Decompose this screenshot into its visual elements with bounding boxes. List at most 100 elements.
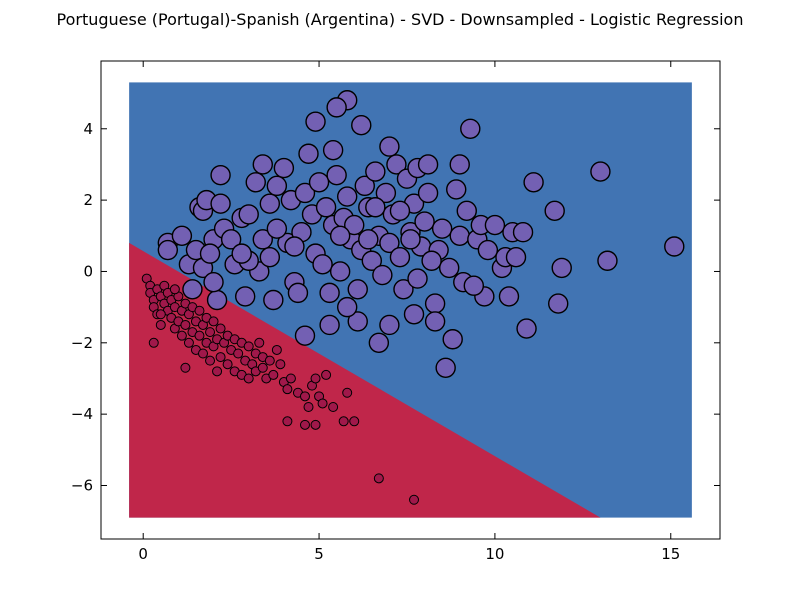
data-point-upper bbox=[284, 236, 305, 257]
data-point-upper bbox=[449, 225, 470, 246]
data-point-lower bbox=[349, 416, 360, 427]
data-point-upper bbox=[182, 279, 203, 300]
data-point-upper bbox=[424, 311, 446, 332]
data-point-upper bbox=[319, 282, 340, 304]
data-point-upper bbox=[157, 239, 179, 261]
data-point-lower bbox=[197, 348, 208, 359]
data-point-lower bbox=[275, 359, 286, 370]
data-point-upper bbox=[259, 246, 281, 268]
data-point-upper bbox=[259, 193, 281, 214]
data-point-upper bbox=[238, 204, 259, 225]
data-point-upper bbox=[548, 293, 569, 314]
data-point-upper bbox=[319, 314, 340, 336]
data-point-lower bbox=[215, 352, 226, 363]
data-point-upper bbox=[431, 218, 453, 239]
data-point-upper bbox=[336, 186, 358, 207]
data-point-upper bbox=[484, 214, 506, 236]
data-point-upper bbox=[315, 197, 337, 218]
data-point-upper bbox=[414, 211, 435, 232]
x-tick-label: 15 bbox=[661, 545, 680, 563]
x-tick-label: 5 bbox=[314, 545, 324, 563]
x-tick-label: 10 bbox=[485, 545, 504, 563]
data-point-lower bbox=[338, 416, 349, 427]
data-point-upper bbox=[231, 243, 252, 264]
data-point-upper bbox=[322, 139, 344, 161]
data-point-upper bbox=[477, 239, 499, 261]
data-point-lower bbox=[208, 316, 219, 327]
data-point-lower bbox=[194, 330, 205, 341]
data-point-upper bbox=[516, 318, 537, 339]
data-point-upper bbox=[417, 182, 439, 204]
data-point-upper bbox=[435, 357, 456, 378]
data-point-upper bbox=[266, 175, 288, 197]
data-point-lower bbox=[264, 355, 275, 366]
data-point-upper bbox=[210, 193, 231, 214]
data-point-upper bbox=[210, 164, 231, 186]
data-point-upper bbox=[171, 225, 193, 246]
data-point-lower bbox=[271, 344, 282, 355]
data-point-upper bbox=[379, 232, 400, 254]
data-point-upper bbox=[347, 279, 368, 300]
data-point-upper bbox=[460, 118, 481, 139]
y-tick-label: −2 bbox=[71, 334, 93, 352]
x-tick-label: 0 bbox=[138, 545, 148, 563]
data-point-upper bbox=[498, 286, 520, 307]
data-point-lower bbox=[180, 319, 191, 330]
data-point-upper bbox=[421, 250, 442, 271]
data-point-upper bbox=[358, 229, 379, 250]
data-point-lower bbox=[282, 384, 293, 395]
data-point-lower bbox=[310, 419, 321, 430]
data-point-lower bbox=[155, 319, 166, 330]
series-lower-points bbox=[141, 273, 420, 505]
data-point-lower bbox=[148, 337, 159, 348]
data-point-lower bbox=[299, 391, 310, 402]
data-point-upper bbox=[446, 179, 467, 200]
data-point-upper bbox=[417, 154, 439, 175]
data-point-upper bbox=[329, 261, 351, 282]
data-point-upper bbox=[305, 111, 326, 132]
data-point-upper bbox=[273, 157, 295, 179]
data-point-upper bbox=[590, 161, 611, 182]
data-point-lower bbox=[310, 373, 321, 384]
data-point-lower bbox=[222, 359, 233, 370]
data-point-upper bbox=[505, 246, 527, 268]
data-point-upper bbox=[245, 172, 266, 193]
series-upper-points bbox=[157, 90, 685, 378]
data-point-lower bbox=[342, 387, 353, 398]
data-point-lower bbox=[285, 373, 296, 384]
data-point-upper bbox=[393, 279, 414, 300]
data-point-upper bbox=[361, 250, 383, 271]
data-point-upper bbox=[336, 296, 358, 318]
data-point-lower bbox=[176, 330, 187, 341]
data-point-upper bbox=[252, 229, 273, 250]
data-point-upper bbox=[220, 229, 242, 250]
data-point-upper bbox=[326, 164, 347, 186]
data-point-upper bbox=[354, 175, 375, 197]
data-point-lower bbox=[233, 348, 244, 359]
y-tick-label: 2 bbox=[83, 191, 93, 209]
data-point-lower bbox=[409, 494, 420, 505]
data-point-upper bbox=[375, 182, 397, 204]
data-point-upper bbox=[523, 172, 544, 193]
data-point-lower bbox=[205, 327, 216, 338]
data-point-lower bbox=[317, 398, 328, 409]
data-point-lower bbox=[155, 309, 166, 320]
data-point-upper bbox=[407, 268, 428, 289]
data-point-upper bbox=[368, 332, 390, 354]
data-point-lower bbox=[257, 362, 268, 373]
data-point-lower bbox=[194, 305, 205, 316]
data-point-lower bbox=[205, 355, 216, 366]
data-point-lower bbox=[299, 419, 310, 430]
data-point-upper bbox=[372, 264, 393, 286]
data-point-lower bbox=[243, 341, 254, 352]
data-point-upper bbox=[294, 182, 316, 204]
data-point-lower bbox=[321, 369, 332, 380]
data-point-lower bbox=[243, 373, 254, 384]
data-point-upper bbox=[597, 250, 618, 271]
data-point-upper bbox=[351, 115, 372, 136]
y-tick-label: 4 bbox=[83, 120, 93, 138]
data-point-upper bbox=[329, 225, 351, 246]
data-point-upper bbox=[424, 293, 446, 314]
data-point-upper bbox=[551, 257, 572, 279]
